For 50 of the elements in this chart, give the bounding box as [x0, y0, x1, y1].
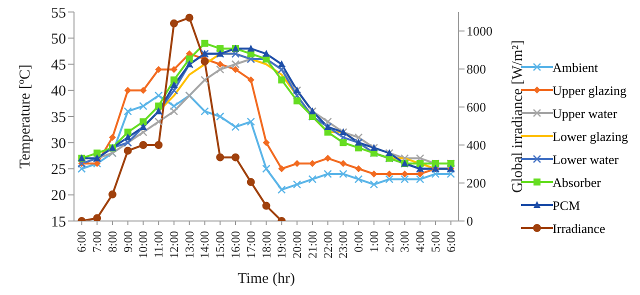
legend-label: Lower glazing [552, 128, 628, 146]
y-tick-label: 20 [51, 188, 66, 204]
legend-label: Upper water [552, 104, 618, 123]
legend-label: Lower water [552, 150, 619, 168]
y2-tick-label: 200 [466, 176, 486, 191]
x-tick-label: 4:00 [413, 231, 428, 252]
x-tick-label: 12:00 [166, 231, 181, 258]
legend-label: Absorber [552, 174, 601, 192]
y-tick-label: 40 [51, 84, 66, 100]
x-tick-label: 7:00 [90, 231, 104, 252]
x-tick-label: 9:00 [120, 231, 135, 252]
x-tick-label: 1:00 [366, 231, 381, 252]
legend-label: Ambient [552, 58, 598, 76]
x-axis-title: Time (hr) [238, 271, 295, 287]
x-tick-label: 16:00 [228, 231, 243, 258]
x-tick-label: 17:00 [244, 231, 258, 258]
legend-label: Irradiance [552, 220, 606, 238]
y-tick-label: 45 [51, 58, 66, 74]
y-tick-label: 50 [51, 31, 66, 48]
x-tick-label: 10:00 [136, 231, 150, 258]
y-tick-label: 25 [51, 162, 66, 178]
y2-tick-label: 0 [466, 214, 474, 229]
y-tick-label: 30 [51, 136, 66, 152]
y2-tick-label: 400 [466, 138, 486, 153]
x-tick-label: 8:00 [105, 231, 120, 252]
x-tick-label: 22:00 [320, 231, 335, 258]
legend-label: PCM [552, 196, 580, 214]
x-tick-label: 6:00 [74, 231, 89, 252]
x-tick-label: 5:00 [428, 231, 442, 252]
x-tick-label: 6:00 [444, 231, 458, 252]
x-tick-label: 11:00 [152, 231, 166, 258]
x-tick-label: 21:00 [305, 231, 320, 258]
x-tick-label: 13:00 [182, 231, 196, 258]
y-axis-title: Temperature [ºC] [17, 64, 34, 168]
x-tick-label: 3:00 [398, 231, 412, 252]
y2-tick-label: 600 [466, 100, 486, 115]
x-tick-label: 18:00 [259, 231, 274, 258]
x-tick-label: 19:00 [274, 231, 289, 258]
x-tick-label: 2:00 [382, 231, 396, 252]
x-tick-label: 23:00 [336, 231, 350, 258]
y2-axis-title: Global irradiance [W/m²] [510, 40, 526, 193]
y2-tick-label: 1000 [466, 24, 493, 39]
x-tick-label: 0:00 [352, 231, 366, 252]
y-tick-label: 35 [51, 110, 66, 126]
x-tick-label: 14:00 [198, 231, 212, 258]
x-tick-label: 15:00 [213, 231, 228, 258]
x-tick-label: 20:00 [290, 231, 304, 258]
y2-tick-label: 800 [466, 62, 486, 77]
y-tick-label: 15 [51, 214, 66, 230]
legend-label: Upper glazing [552, 82, 627, 100]
